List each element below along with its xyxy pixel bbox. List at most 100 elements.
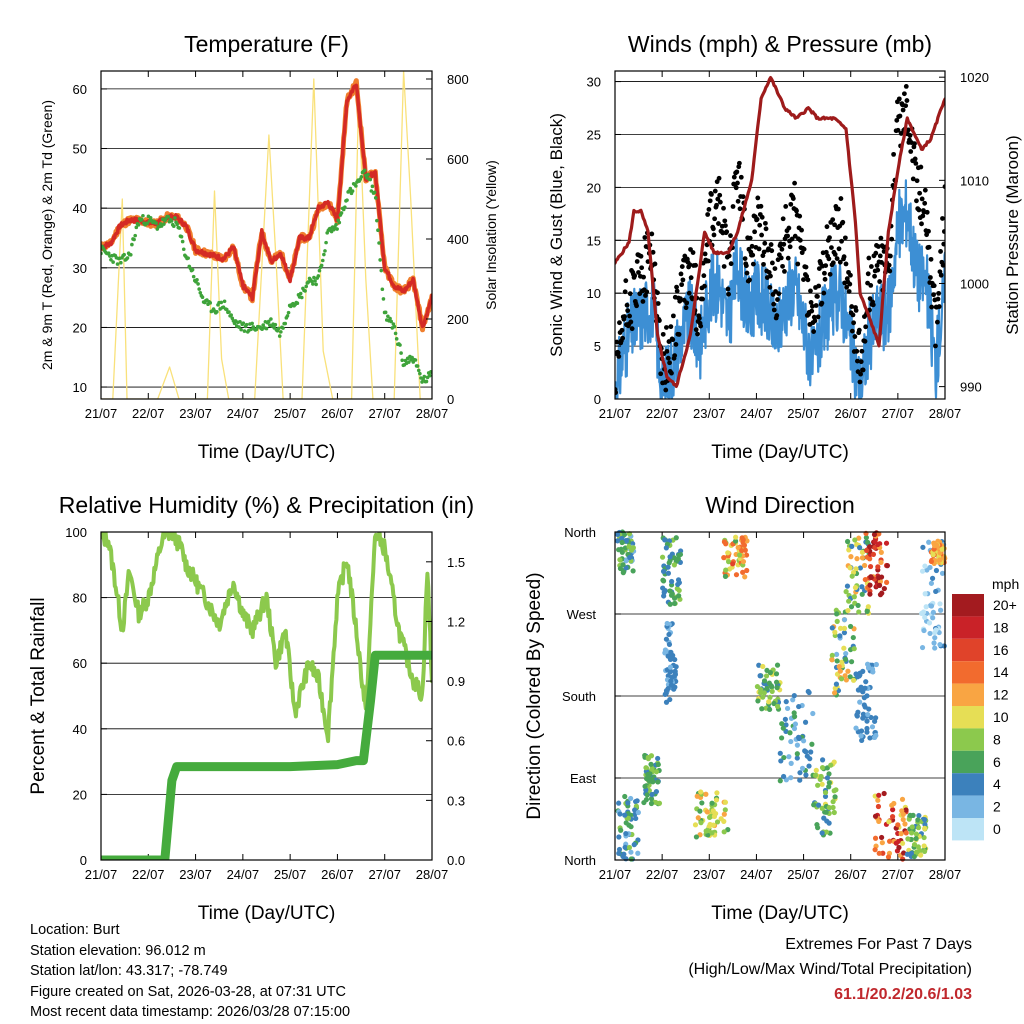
direction-point xyxy=(928,558,935,565)
y-tick-label: 30 xyxy=(73,261,87,276)
direction-point xyxy=(667,656,674,662)
direction-point xyxy=(722,799,729,805)
dewpoint-point xyxy=(148,216,153,220)
dewpoint-point xyxy=(162,222,166,226)
direction-point xyxy=(848,659,855,665)
x-tick-label: 21/07 xyxy=(599,406,632,421)
direction-point xyxy=(668,682,674,688)
direction-point xyxy=(744,567,750,574)
direction-point xyxy=(845,607,851,614)
direction-point xyxy=(900,856,906,862)
gust-point xyxy=(698,323,704,329)
gust-point xyxy=(683,305,689,311)
direction-point xyxy=(937,641,943,648)
gust-point xyxy=(655,301,661,306)
legend-swatch xyxy=(952,594,984,617)
direction-point xyxy=(709,800,715,806)
gust-point xyxy=(672,353,678,359)
gust-point xyxy=(707,198,713,204)
gust-point xyxy=(886,262,892,268)
direction-point xyxy=(857,699,863,705)
gust-point xyxy=(797,237,803,243)
direction-point xyxy=(714,819,721,825)
dewpoint-point xyxy=(140,217,144,222)
gust-point xyxy=(706,207,712,212)
direction-point xyxy=(662,537,668,543)
direction-point xyxy=(838,676,845,682)
gust-point xyxy=(726,291,731,297)
gust-point xyxy=(759,232,764,238)
direction-point xyxy=(859,737,865,744)
direction-point xyxy=(913,835,919,842)
gust-point xyxy=(819,300,825,306)
gust-point xyxy=(754,216,760,222)
gust-point xyxy=(750,261,756,267)
gust-point xyxy=(619,327,625,333)
gust-point xyxy=(744,270,750,276)
gust-point xyxy=(737,206,743,212)
direction-point xyxy=(674,585,680,592)
gust-point xyxy=(913,160,919,166)
direction-point xyxy=(826,771,832,777)
gust-point xyxy=(769,248,775,254)
dewpoint-point xyxy=(403,358,408,363)
y2-tick-label: 1000 xyxy=(960,276,989,291)
direction-point xyxy=(794,751,800,757)
direction-point xyxy=(769,688,775,694)
gust-point xyxy=(789,236,795,242)
gust-point xyxy=(664,348,670,354)
dewpoint-point xyxy=(106,251,111,255)
gust-point xyxy=(850,312,856,318)
x-axis-label: Time (Day/UTC) xyxy=(711,903,849,924)
gust-point xyxy=(891,151,896,157)
direction-point xyxy=(875,797,881,803)
dewpoint-point xyxy=(393,331,398,336)
gust-point xyxy=(622,289,628,295)
direction-point xyxy=(909,824,915,830)
legend-label: 18 xyxy=(993,619,1009,635)
direction-point xyxy=(810,710,816,717)
y2-tick-label: 1010 xyxy=(960,173,989,188)
dewpoint-point xyxy=(343,205,347,210)
gust-point xyxy=(632,273,638,279)
gust-point xyxy=(779,246,785,252)
gust-point xyxy=(836,246,842,252)
direction-point xyxy=(837,633,843,639)
direction-point xyxy=(831,690,838,696)
x-tick-label: 21/07 xyxy=(85,406,118,421)
y2-tick-label: 0 xyxy=(447,392,454,407)
gust-point xyxy=(823,249,829,255)
gust-point xyxy=(734,169,740,175)
direction-point xyxy=(859,555,865,561)
gust-point xyxy=(832,222,837,228)
direction-point xyxy=(803,772,809,778)
dewpoint-point xyxy=(375,218,379,223)
gust-point xyxy=(716,221,721,226)
extremes-values: 61.1/20.2/20.6/1.03 xyxy=(834,986,972,1003)
direction-point xyxy=(913,831,920,837)
dewpoint-point xyxy=(407,360,411,364)
y-axis-label: Sonic Wind & Gust (Blue, Black) xyxy=(547,113,566,357)
direction-point xyxy=(819,830,825,836)
dewpoint-point xyxy=(166,214,171,219)
direction-point xyxy=(703,791,709,797)
gust-point xyxy=(761,249,767,255)
direction-point xyxy=(938,607,944,613)
gust-point xyxy=(772,266,778,271)
gust-point xyxy=(907,133,913,138)
direction-point xyxy=(759,706,765,712)
gust-point xyxy=(677,296,683,302)
direction-point xyxy=(698,820,704,826)
y-tick-label: 20 xyxy=(73,787,87,802)
gust-point xyxy=(705,212,711,217)
direction-point xyxy=(829,625,835,631)
direction-point xyxy=(774,703,781,709)
gust-point xyxy=(736,160,742,166)
direction-point xyxy=(811,802,817,808)
dewpoint-point xyxy=(386,314,390,319)
direction-point xyxy=(667,696,673,703)
y-tick-label: 25 xyxy=(587,127,601,142)
legend-swatch xyxy=(952,818,984,841)
dewpoint-point xyxy=(200,295,205,300)
direction-point xyxy=(841,630,848,636)
